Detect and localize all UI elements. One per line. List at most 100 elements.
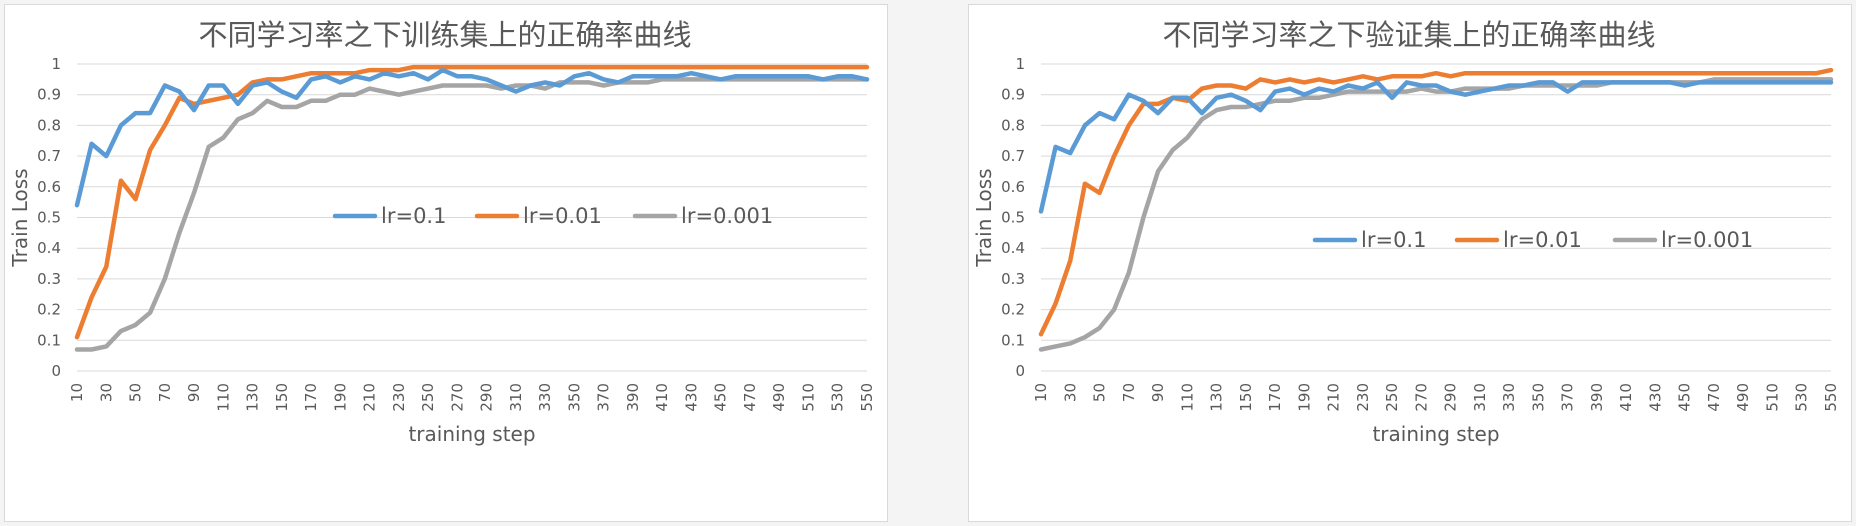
- x-tick-label: 70: [156, 383, 174, 402]
- y-tick-label: 0.7: [37, 147, 61, 165]
- y-axis-label: Train Loss: [8, 168, 32, 267]
- y-tick-label: 0.4: [37, 239, 61, 257]
- y-tick-label: 0.6: [37, 178, 61, 196]
- x-tick-label: 330: [536, 383, 554, 412]
- series-line-lr-0-01: [74, 64, 870, 340]
- y-tick-label: 0.7: [1001, 147, 1025, 165]
- y-tick-label: 0.4: [1001, 239, 1025, 257]
- legend-label: lr=0.01: [1503, 228, 1582, 252]
- x-tick-label: 450: [1676, 383, 1694, 412]
- series-line-lr-0-1: [74, 67, 870, 208]
- chart-title: 不同学习率之下验证集上的正确率曲线: [1162, 18, 1655, 52]
- series-line-lr-0-1: [1038, 80, 1834, 214]
- legend-label: lr=0.01: [523, 204, 602, 228]
- legend-label: lr=0.1: [381, 204, 446, 228]
- x-tick-label: 530: [829, 383, 847, 412]
- y-tick-label: 0.8: [1001, 116, 1025, 134]
- y-tick-label: 0.1: [1001, 331, 1025, 349]
- y-tick-label: 0.9: [1001, 86, 1025, 104]
- x-tick-label: 370: [595, 383, 613, 412]
- x-tick-label: 470: [741, 383, 759, 412]
- series-line-lr-0-001: [1038, 77, 1834, 352]
- x-tick-label: 70: [1120, 383, 1138, 402]
- x-tick-label: 110: [1178, 383, 1196, 412]
- x-tick-label: 190: [331, 383, 349, 412]
- x-tick-label: 310: [507, 383, 525, 412]
- x-axis-label: training step: [408, 422, 535, 446]
- x-tick-label: 410: [1617, 383, 1635, 412]
- x-tick-label: 30: [1061, 383, 1079, 402]
- x-tick-label: 350: [1529, 383, 1547, 412]
- x-tick-label: 90: [185, 383, 203, 402]
- x-tick-label: 430: [1646, 383, 1664, 412]
- x-tick-label: 170: [1266, 383, 1284, 412]
- x-tick-label: 310: [1471, 383, 1489, 412]
- gridlines: [77, 63, 867, 372]
- chart-panel-validation: 不同学习率之下验证集上的正确率曲线 0 0.1 0.2 0.3 0.4 0.5 0.6 0.7 0…: [968, 4, 1852, 522]
- y-tick-label: 0.6: [1001, 178, 1025, 196]
- y-tick-label: 0.3: [1001, 270, 1025, 288]
- x-tick-label: 270: [1412, 383, 1430, 412]
- y-tick-label: 0.8: [37, 116, 61, 134]
- x-tick-label: 430: [682, 383, 700, 412]
- y-tick-label: 0.2: [37, 301, 61, 319]
- x-tick-label: 290: [1442, 383, 1460, 412]
- y-tick-label: 0: [1015, 362, 1025, 380]
- x-tick-label: 350: [565, 383, 583, 412]
- x-tick-label: 50: [1091, 383, 1109, 402]
- x-tick-label: 410: [653, 383, 671, 412]
- x-tick-label: 230: [1354, 383, 1372, 412]
- y-tick-label: 1: [1015, 55, 1025, 73]
- x-tick-label: 390: [1588, 383, 1606, 412]
- x-tick-label: 490: [1734, 383, 1752, 412]
- x-tick-label: 550: [1822, 383, 1840, 412]
- x-tick-label: 210: [1325, 383, 1343, 412]
- y-tick-label: 1: [51, 55, 61, 73]
- y-tick-label: 0.2: [1001, 301, 1025, 319]
- x-tick-label: 550: [858, 383, 876, 412]
- y-tick-label: 0.9: [37, 86, 61, 104]
- x-tick-label: 190: [1295, 383, 1313, 412]
- x-tick-label: 170: [302, 383, 320, 412]
- x-tick-label: 50: [127, 383, 145, 402]
- x-tick-label: 250: [1383, 383, 1401, 412]
- y-tick-label: 0.3: [37, 270, 61, 288]
- x-tick-label: 510: [1763, 383, 1781, 412]
- x-axis-label: training step: [1372, 422, 1499, 446]
- x-tick-label: 290: [478, 383, 496, 412]
- x-tick-label: 210: [361, 383, 379, 412]
- x-tick-label: 530: [1793, 383, 1811, 412]
- legend-label: lr=0.001: [681, 204, 773, 228]
- legend: lr=0.1 lr=0.01 lr=0.001: [332, 204, 773, 228]
- x-tick-label: 230: [390, 383, 408, 412]
- x-tick-label: 150: [1237, 383, 1255, 412]
- chart-title: 不同学习率之下训练集上的正确率曲线: [198, 18, 691, 52]
- x-tick-label: 110: [214, 383, 232, 412]
- y-tick-label: 0.5: [37, 209, 61, 227]
- legend: lr=0.1 lr=0.01 lr=0.001: [1312, 228, 1753, 252]
- y-tick-label: 0: [51, 362, 61, 380]
- x-tick-label: 370: [1559, 383, 1577, 412]
- x-tick-label: 510: [799, 383, 817, 412]
- x-tick-label: 390: [624, 383, 642, 412]
- x-tick-label: 130: [244, 383, 262, 412]
- y-tick-label: 0.5: [1001, 209, 1025, 227]
- legend-label: lr=0.001: [1661, 228, 1753, 252]
- x-tick-label: 330: [1500, 383, 1518, 412]
- chart-panel-train: 不同学习率之下训练集上的正确率曲线 0 0.1 0.2 0.3 0.4 0.5 0.6 0.7 0…: [4, 4, 888, 522]
- x-tick-label: 270: [448, 383, 466, 412]
- chart-validation-accuracy: 不同学习率之下验证集上的正确率曲线 0 0.1 0.2 0.3 0.4 0.5 0.6 0.7 0…: [972, 18, 1840, 446]
- x-tick-label: 490: [770, 383, 788, 412]
- x-tick-label: 250: [419, 383, 437, 412]
- x-tick-label: 130: [1208, 383, 1226, 412]
- x-tick-label: 10: [68, 383, 86, 402]
- x-tick-label: 10: [1032, 383, 1050, 402]
- chart-train-accuracy: 不同学习率之下训练集上的正确率曲线 0 0.1 0.2 0.3 0.4 0.5 0.6 0.7 0…: [8, 18, 876, 446]
- x-tick-label: 30: [97, 383, 115, 402]
- y-axis-label: Train Loss: [972, 168, 996, 267]
- legend-label: lr=0.1: [1361, 228, 1426, 252]
- x-tick-label: 470: [1705, 383, 1723, 412]
- y-tick-label: 0.1: [37, 331, 61, 349]
- x-tick-label: 450: [712, 383, 730, 412]
